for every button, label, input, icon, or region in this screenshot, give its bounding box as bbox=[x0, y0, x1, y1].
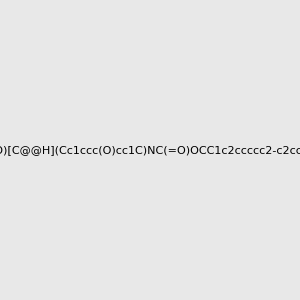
Text: O=C(O)[C@@H](Cc1ccc(O)cc1C)NC(=O)OCC1c2ccccc2-c2ccccc21: O=C(O)[C@@H](Cc1ccc(O)cc1C)NC(=O)OCC1c2c… bbox=[0, 145, 300, 155]
